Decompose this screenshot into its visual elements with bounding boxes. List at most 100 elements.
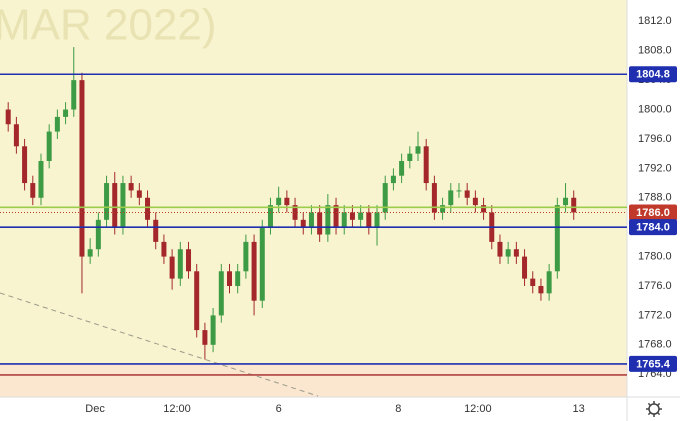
candle-body: [251, 241, 257, 301]
price-label: 1784.0: [636, 222, 670, 234]
candle-body: [538, 285, 544, 294]
candle-body: [186, 249, 192, 272]
candle-body: [194, 271, 200, 331]
trend-line: [0, 292, 319, 397]
candle-body: [505, 249, 511, 257]
y-tick-label: 1800.0: [638, 103, 672, 115]
plot-background: [0, 0, 627, 397]
candle-body: [13, 124, 19, 147]
candle-body: [333, 205, 339, 228]
candle-body: [153, 219, 159, 242]
candle-body: [464, 190, 470, 198]
candle-body: [349, 212, 355, 220]
price-label: 1786.0: [636, 207, 670, 219]
candle-body: [128, 183, 134, 191]
candle-body: [284, 197, 290, 206]
candle-body: [513, 249, 519, 257]
candle-body: [440, 205, 446, 213]
candle-body: [317, 212, 323, 235]
candle-body: [382, 183, 388, 213]
candle-body: [554, 205, 560, 272]
candle-body: [202, 330, 208, 345]
zone: [0, 363, 627, 397]
candle-body: [456, 190, 462, 192]
candle-body: [431, 183, 437, 213]
candle-body: [481, 205, 487, 213]
price-label: 1765.4: [636, 358, 671, 370]
x-tick-label: Dec: [85, 403, 105, 415]
y-tick-label: 1808.0: [638, 45, 672, 57]
price-label-box: [629, 66, 677, 83]
candle-body: [112, 183, 118, 228]
candle-body: [390, 175, 396, 184]
y-tick-label: 1792.0: [638, 162, 672, 174]
candle-body: [87, 249, 93, 257]
candle-body: [210, 315, 216, 345]
candle-body: [95, 219, 101, 250]
candle-body: [563, 197, 569, 206]
candle-body: [497, 241, 503, 257]
y-tick-label: 1772.0: [638, 309, 672, 321]
candle-body: [358, 212, 364, 220]
price-label-box: [629, 355, 677, 372]
candle-body: [399, 161, 405, 176]
candle-body: [54, 116, 60, 132]
candle-body: [276, 197, 282, 206]
candle-body: [218, 271, 224, 316]
candle-body: [161, 241, 167, 257]
candle-body: [522, 256, 528, 279]
candle-body: [235, 271, 241, 286]
candle-body: [530, 278, 536, 286]
candle-body: [79, 80, 85, 257]
candle-body: [366, 212, 372, 228]
candle-body: [71, 80, 77, 110]
x-tick-label: 12:00: [163, 403, 191, 415]
candle-body: [571, 197, 577, 213]
candle-body: [407, 153, 413, 162]
candle-body: [341, 212, 347, 228]
price-label-box: [629, 219, 677, 236]
x-tick-label: 8: [395, 403, 401, 415]
candle-body: [325, 205, 331, 235]
y-tick-label: 1788.0: [638, 192, 672, 204]
candle-body: [5, 109, 11, 125]
candle-body: [169, 256, 175, 279]
candle-body: [308, 212, 314, 228]
x-tick-label: 12:00: [464, 403, 492, 415]
candle-body: [38, 161, 44, 198]
y-tick-label: 1812.0: [638, 15, 672, 27]
watermark: MAR 2022): [0, 1, 217, 50]
candle-body: [423, 146, 429, 184]
y-tick-label: 1780.0: [638, 250, 672, 262]
settings-icon[interactable]: [646, 401, 662, 417]
candle-body: [136, 190, 142, 198]
candle-body: [22, 146, 28, 184]
candle-body: [177, 249, 183, 279]
candle-body: [46, 131, 52, 162]
candle-body: [267, 205, 273, 228]
y-tick-label: 1796.0: [638, 133, 672, 145]
candle-body: [145, 197, 151, 220]
x-tick-label: 13: [573, 403, 585, 415]
candle-body: [30, 183, 36, 198]
x-tick-label: 6: [276, 403, 282, 415]
y-tick-label: 1768.0: [638, 339, 672, 351]
candle-body: [104, 183, 110, 220]
price-label: 1804.8: [636, 69, 670, 81]
candle-body: [63, 109, 69, 117]
candle-body: [120, 183, 126, 228]
y-tick-label: 1776.0: [638, 280, 672, 292]
candle-body: [374, 212, 380, 228]
price-label-box: [629, 204, 677, 221]
candle-body: [243, 241, 249, 272]
candle-body: [292, 205, 298, 220]
candle-body: [300, 219, 306, 228]
candle-body: [415, 146, 421, 154]
candle-body: [259, 227, 265, 301]
candle-body: [448, 190, 454, 206]
candle-body: [546, 271, 552, 294]
candle-body: [226, 271, 232, 286]
candle-body: [472, 197, 478, 206]
